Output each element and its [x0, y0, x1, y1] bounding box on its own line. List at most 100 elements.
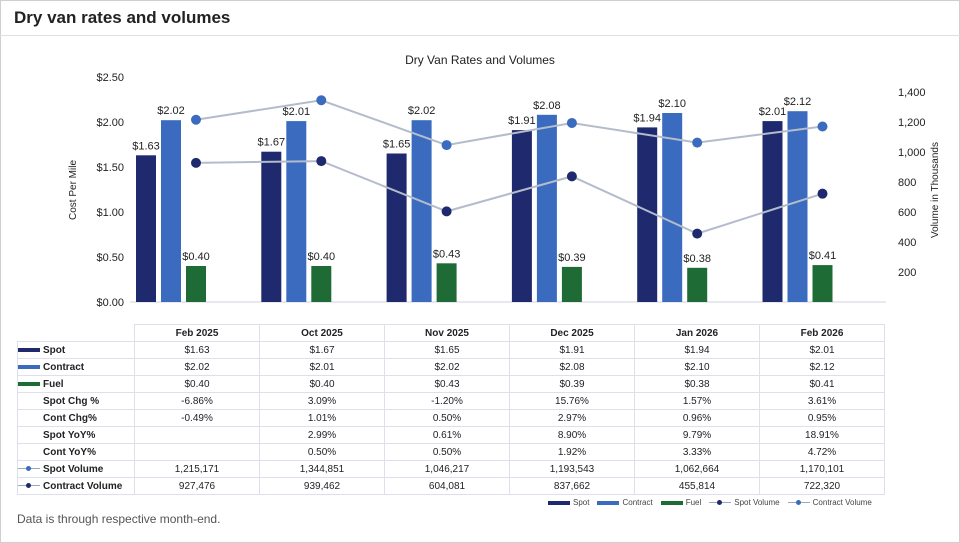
- table-cell: 2.97%: [509, 409, 635, 427]
- table-cell: $2.01: [759, 341, 885, 359]
- table-cell: $1.63: [134, 341, 260, 359]
- data-label: $1.65: [383, 139, 411, 151]
- marker-spot-volume: [692, 137, 703, 148]
- marker-contract-volume: [817, 188, 828, 199]
- y-axis-label: Cost Per Mile: [68, 160, 79, 220]
- table-cell: 1,344,851: [259, 460, 385, 478]
- line-marker-icon: [709, 498, 732, 507]
- table-cell: 1.57%: [634, 392, 760, 410]
- marker-spot-volume: [817, 121, 828, 132]
- table-cell: $1.67: [259, 341, 385, 359]
- table-row: Fuel $0.40 $0.40 $0.43 $0.39 $0.38 $0.41: [17, 375, 885, 393]
- data-label: $2.02: [408, 105, 436, 117]
- table-cell: $2.01: [259, 358, 385, 376]
- data-label: $0.38: [683, 253, 711, 265]
- table-cell: $1.94: [634, 341, 760, 359]
- legend-label: Spot Volume: [734, 498, 780, 507]
- marker-spot-volume: [191, 114, 201, 125]
- legend-label: Fuel: [685, 498, 702, 507]
- legend-label: Contract: [622, 498, 653, 507]
- bar-spot: [762, 121, 783, 302]
- bar-contract: [787, 111, 808, 302]
- legend-swatch: [597, 500, 620, 505]
- table-cell: 0.96%: [634, 409, 760, 427]
- y-tick-label: $0.00: [96, 297, 124, 309]
- legend-item: Fuel: [660, 498, 702, 507]
- data-label: $1.67: [258, 137, 286, 149]
- table-cell: $2.10: [634, 358, 760, 376]
- row-label: Contract: [43, 361, 85, 373]
- table-row: Spot $1.63 $1.67 $1.65 $1.91 $1.94 $2.01: [17, 341, 885, 359]
- data-label: $0.39: [558, 252, 586, 264]
- marker-contract-volume: [441, 206, 452, 217]
- bar-spot: [386, 153, 407, 302]
- legend-item: Spot Volume: [709, 498, 780, 507]
- row-label-cell: Spot: [17, 341, 135, 359]
- table-cell: 939,462: [259, 477, 385, 495]
- table-cell: $1.91: [509, 341, 635, 359]
- table-cell: 0.95%: [759, 409, 885, 427]
- y-tick-label: $0.50: [96, 252, 124, 264]
- table-cell: 4.72%: [759, 443, 885, 461]
- row-label: Contract Volume: [43, 480, 123, 492]
- table-row: Spot Chg % -6.86% 3.09% -1.20% 15.76% 1.57% 3.…: [17, 392, 885, 410]
- row-label: Spot YoY%: [43, 429, 96, 441]
- bar-contract: [536, 114, 557, 302]
- legend-item: Contract Volume: [787, 498, 872, 507]
- y2-axis-label: Volume in Thousands: [930, 142, 941, 238]
- table-row: Contract $2.02 $2.01 $2.02 $2.08 $2.10 $2.12: [17, 358, 885, 376]
- marker-contract-volume: [692, 228, 703, 239]
- table-cell: -0.49%: [134, 409, 260, 427]
- table-cell: $0.40: [259, 375, 385, 393]
- bar-fuel: [186, 266, 206, 302]
- table-cell: 9.79%: [634, 426, 760, 444]
- row-label-cell: Spot Volume: [17, 460, 135, 478]
- bar-spot: [511, 130, 532, 302]
- column-header: Feb 2025: [134, 324, 260, 342]
- line-marker-icon: [787, 498, 810, 507]
- table-row: Cont Chg% -0.49% 1.01% 0.50% 2.97% 0.96% 0.95%: [17, 409, 885, 427]
- legend-swatch: [18, 347, 40, 352]
- marker-contract-volume: [191, 157, 201, 168]
- legend-item: Spot: [548, 498, 589, 507]
- table-row: Spot Volume 1,215,171 1,344,851 1,046,217 1,…: [17, 460, 885, 478]
- table-row: Spot YoY% 2.99% 0.61% 8.90% 9.79% 18.91%: [17, 426, 885, 444]
- y-tick-label: $1.00: [96, 207, 124, 219]
- row-label: Spot: [43, 344, 66, 356]
- row-label: Cont YoY%: [43, 446, 96, 458]
- y2-tick-label: 1,000: [898, 147, 926, 159]
- table-row: Cont YoY% 0.50% 0.50% 1.92% 3.33% 4.72%: [17, 443, 885, 461]
- table-cell: 0.50%: [259, 443, 385, 461]
- data-label: $1.94: [633, 112, 661, 124]
- chart-legend: Spot Contract Fuel Spot Volume Contract Volu…: [548, 498, 872, 507]
- bar-contract: [161, 120, 181, 302]
- table-cell: 15.76%: [509, 392, 635, 410]
- line-marker-icon: [18, 481, 40, 490]
- table-cell: [134, 443, 260, 461]
- data-label: $2.01: [759, 106, 787, 118]
- table-cell: [134, 426, 260, 444]
- table-cell: $0.41: [759, 375, 885, 393]
- y-tick-label: $2.50: [96, 72, 124, 84]
- table-cell: 1.01%: [259, 409, 385, 427]
- bar-fuel: [687, 267, 708, 302]
- marker-spot-volume: [441, 140, 452, 151]
- table-cell: 455,814: [634, 477, 760, 495]
- y2-tick-label: 600: [898, 207, 916, 219]
- table-cell: 8.90%: [509, 426, 635, 444]
- data-label: $0.40: [308, 251, 336, 263]
- y2-tick-label: 800: [898, 177, 916, 189]
- column-header: Nov 2025: [384, 324, 510, 342]
- y2-tick-label: 1,400: [898, 87, 926, 99]
- data-label: $0.41: [809, 250, 837, 262]
- table-cell: $0.38: [634, 375, 760, 393]
- table-cell: 604,081: [384, 477, 510, 495]
- table-cell: 1,062,664: [634, 460, 760, 478]
- table-cell: 3.61%: [759, 392, 885, 410]
- data-label: $0.43: [433, 248, 461, 260]
- y-tick-label: $2.00: [96, 117, 124, 129]
- table-cell: 1,170,101: [759, 460, 885, 478]
- table-cell: 1,215,171: [134, 460, 260, 478]
- data-label: $2.08: [533, 100, 561, 112]
- marker-spot-volume: [316, 95, 327, 106]
